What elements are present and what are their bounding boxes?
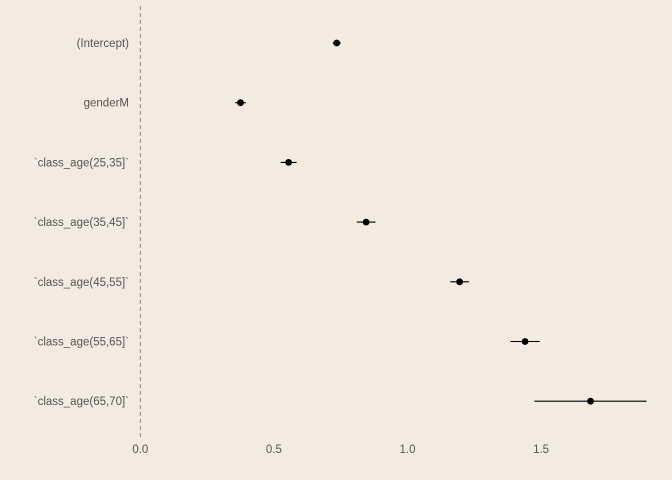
x-tick-label: 1.5	[533, 444, 549, 456]
y-tick-label: `class_age(55,65]`	[34, 337, 129, 349]
estimate-point	[285, 159, 293, 166]
x-axis-labels: 0.0 0.5 1.0 1.5	[132, 444, 549, 456]
y-tick-label: `class_age(25,35]`	[34, 157, 129, 169]
y-tick-label: `class_age(65,70]`	[34, 396, 129, 408]
estimate-point	[456, 278, 464, 286]
y-tick-label: genderM	[84, 98, 129, 110]
y-tick-label: (Intercept)	[77, 38, 130, 50]
x-tick-label: 0.5	[266, 444, 282, 456]
estimate-point	[333, 39, 341, 47]
y-tick-label: `class_age(35,45]`	[34, 217, 129, 229]
estimate-point	[521, 338, 529, 345]
y-axis-labels: (Intercept) genderM `class_age(25,35]` `cla…	[34, 38, 129, 408]
estimate-point	[587, 397, 594, 405]
estimate-point	[362, 218, 370, 226]
estimate-point	[237, 99, 244, 107]
x-tick-label: 0.0	[132, 444, 148, 456]
x-tick-label: 1.0	[400, 444, 416, 456]
y-tick-label: `class_age(45,55]`	[34, 277, 129, 289]
chart-marks	[235, 39, 647, 405]
